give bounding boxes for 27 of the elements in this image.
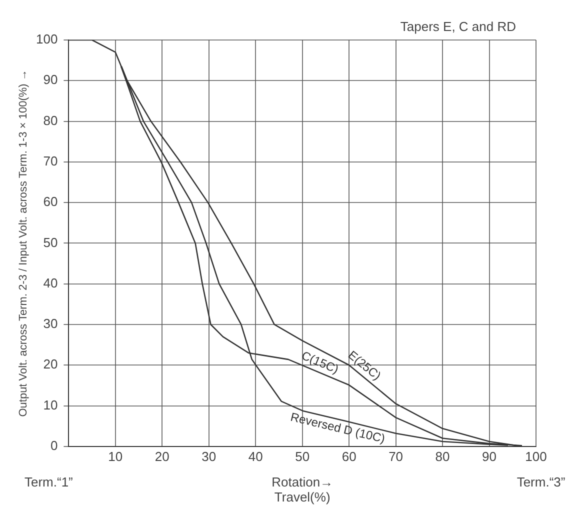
x-tick-label: 30 xyxy=(202,448,216,464)
x-tick-label: 80 xyxy=(435,448,450,464)
y-tick-label: 90 xyxy=(43,72,58,88)
y-tick-label: 70 xyxy=(43,154,58,168)
y-axis-title: Output Volt. across Term. 2-3 / Input Volt. across Term. 1-3 × 100(%) → xyxy=(18,70,30,417)
y-tick-label: 100 xyxy=(36,32,58,47)
text: Reversed D (10C) xyxy=(289,410,386,446)
y-tick-label: 50 xyxy=(43,234,58,250)
y-tick-label: 40 xyxy=(43,275,58,290)
y-tick-label: 20 xyxy=(43,356,58,372)
text: Term.“3” xyxy=(516,474,566,490)
x-tick-label: 40 xyxy=(248,448,263,464)
x-tick-label: 90 xyxy=(482,448,497,464)
x-tick-label: 10 xyxy=(108,448,123,464)
y-tick-label: 10 xyxy=(43,397,58,412)
chart-title: Tapers E, C and RD xyxy=(400,19,516,34)
text: Term.“1” xyxy=(24,474,73,490)
x-axis-title: Rotation→ Travel(%) xyxy=(272,474,334,504)
x-tick-label: 50 xyxy=(295,448,310,464)
x-tick-label: 60 xyxy=(342,448,356,464)
y-tick-label: 0 xyxy=(50,438,58,453)
y-tick-label: 30 xyxy=(43,316,58,332)
x-tick-label: 100 xyxy=(525,448,547,464)
x-tick-label: 20 xyxy=(154,448,170,464)
y-tick-label: 60 xyxy=(43,194,58,210)
x-tick-label: 70 xyxy=(388,448,404,464)
y-tick-label: 80 xyxy=(43,112,58,128)
